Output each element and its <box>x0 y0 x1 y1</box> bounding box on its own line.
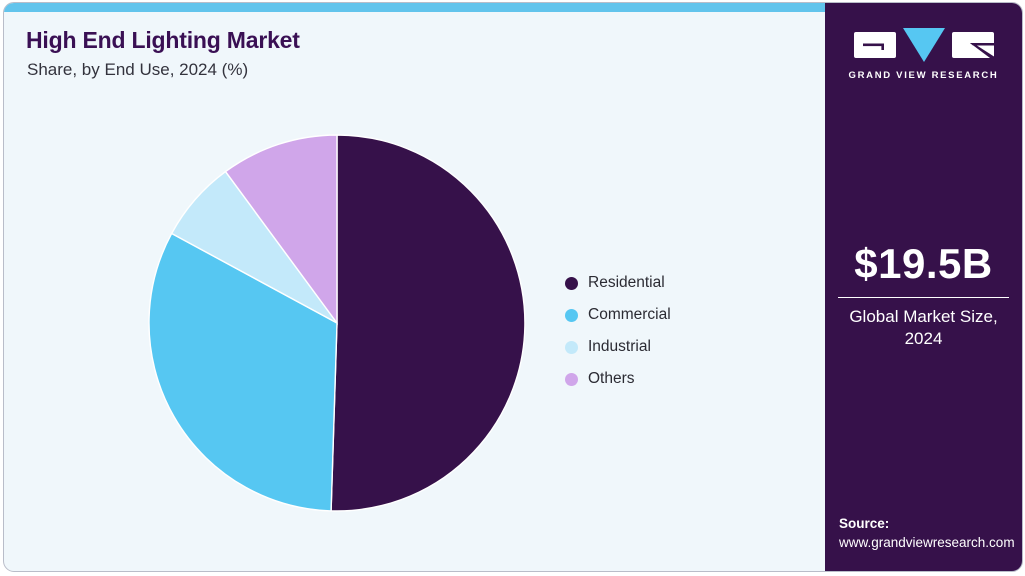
chart-area: High End Lighting Market Share, by End U… <box>4 3 825 571</box>
legend-dot-industrial-icon <box>565 340 578 354</box>
market-size-divider <box>838 297 1009 298</box>
pie-slice-residential <box>330 134 526 512</box>
legend-item-industrial: Industrial <box>565 331 671 363</box>
legend-dot-others-icon <box>565 372 578 386</box>
market-size-value: $19.5B <box>854 240 993 287</box>
pie-svg <box>148 134 526 512</box>
legend-label: Others <box>588 370 635 387</box>
source-block: Source: www.grandviewresearch.com <box>839 514 1015 553</box>
pie-slice-commercial <box>148 232 338 512</box>
legend-dot-residential-icon <box>565 276 578 290</box>
legend-label: Industrial <box>588 338 651 355</box>
legend-dot-commercial-icon <box>565 308 578 322</box>
logo-g-icon <box>853 32 896 58</box>
legend-label: Residential <box>588 274 665 291</box>
sidebar: GRAND VIEW RESEARCH $19.5B Global Market… <box>825 3 1022 571</box>
source-url: www.grandviewresearch.com <box>839 535 1015 551</box>
logo-r-icon <box>951 32 994 58</box>
market-size-label: Global Market Size, 2024 <box>849 307 998 349</box>
gvr-logo: GRAND VIEW RESEARCH <box>825 27 1022 81</box>
chart-subtitle: Share, by End Use, 2024 (%) <box>27 60 249 79</box>
logo-v-icon <box>902 28 945 62</box>
gvr-logo-icon <box>853 27 994 63</box>
legend: Residential Commercial Industrial Others <box>565 267 671 395</box>
legend-item-commercial: Commercial <box>565 299 671 331</box>
legend-item-residential: Residential <box>565 267 671 299</box>
legend-label: Commercial <box>588 306 671 323</box>
infographic-card: High End Lighting Market Share, by End U… <box>3 2 1023 572</box>
legend-item-others: Others <box>565 363 671 395</box>
pie-chart <box>147 133 527 513</box>
top-accent-bar <box>4 3 825 12</box>
pie-slice-others <box>224 134 338 326</box>
source-label: Source: <box>839 515 890 531</box>
market-size-block: $19.5B Global Market Size, 2024 <box>825 240 1022 351</box>
chart-title: High End Lighting Market <box>26 27 300 53</box>
logo-wordmark: GRAND VIEW RESEARCH <box>848 70 999 81</box>
